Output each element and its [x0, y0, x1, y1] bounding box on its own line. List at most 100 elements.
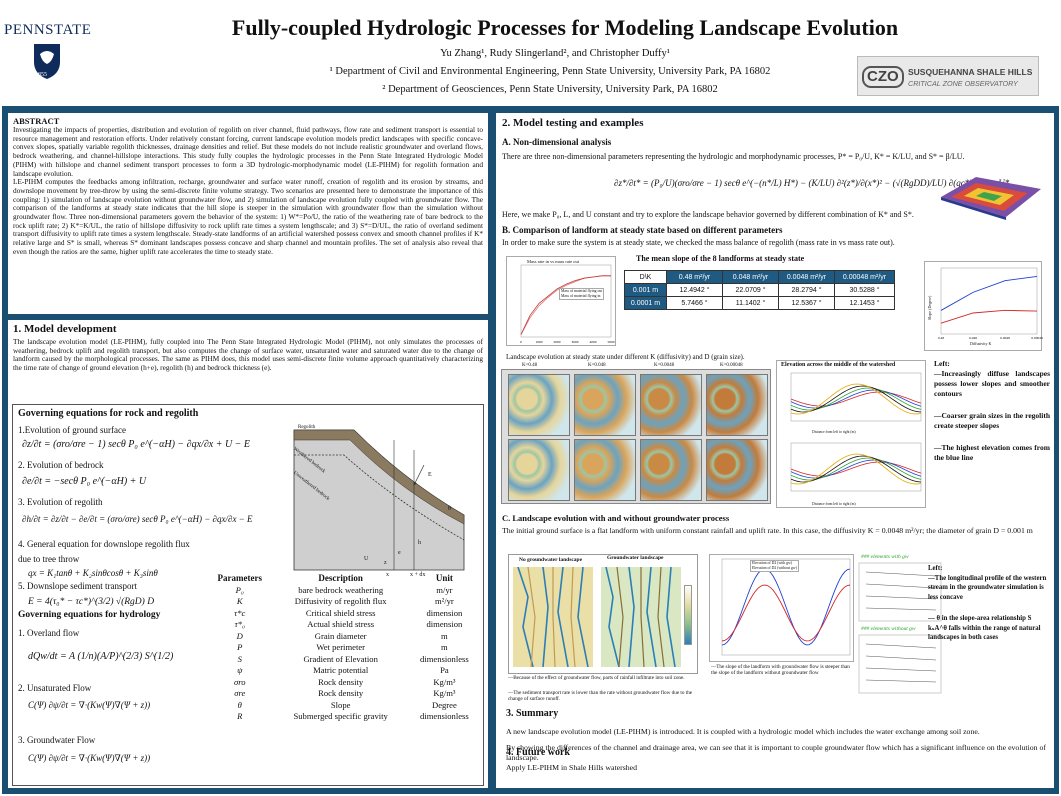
- elevation-profile-line: [790, 455, 922, 483]
- parameter-unit: dimensionless: [420, 653, 469, 664]
- profile-plot-with-gw: [858, 562, 942, 622]
- left-notes-1: Left: —Increasingly diffuse landscapes p…: [934, 359, 1050, 463]
- no-groundwater-label: No groundwater landscape: [519, 557, 583, 563]
- parameter-row: R Submerged specific gravity dimensionless: [206, 711, 481, 723]
- elevation-profile-line: [790, 383, 922, 415]
- parameter-row: τ*₀ Actual shield stress dimension: [206, 619, 481, 631]
- gw-elevation-plot: [721, 558, 851, 656]
- parameter-symbol: P₀: [235, 584, 244, 595]
- h3-groundwater: C(Ψ) ∂ψ/∂t = ∇·(Kw(Ψ)∇(Ψ + z)): [28, 753, 151, 763]
- parameter-row: P₀ bare bedrock weathering m/yr: [206, 585, 481, 597]
- mass-plot-frame: [520, 264, 612, 338]
- elevation-chart-plot: [790, 372, 922, 492]
- slope-row-label-1: 0.0001 m: [624, 296, 667, 310]
- eq5-sediment: E = 4(τ₀* − τc*)^(3/2) √(RgD) D: [28, 597, 155, 607]
- map-column-label: K=0.048: [588, 363, 606, 368]
- summary-paragraph-1: A new landscape evolution model (LE-PIHM…: [506, 727, 980, 736]
- elevation-profile-line: [790, 391, 922, 407]
- slope-table-header: D\K 0.48 m²/yr 0.048 m²/yr 0.0048 m²/yr …: [624, 270, 895, 284]
- elevation-profile-chart: Elevation across the middle of the water…: [776, 360, 926, 508]
- diagram-label-regolith: Regolith: [298, 425, 316, 430]
- slope-cell: 12.4942 °: [666, 283, 723, 297]
- mass-chart-title: Mass rate in vs mass rate out: [527, 259, 579, 264]
- parameter-row: θ Slope Degree: [206, 700, 481, 712]
- parameter-row: σro Rock density Kg/m³: [206, 677, 481, 689]
- eq1-title: 1.Evolution of ground surface: [18, 425, 126, 435]
- parameter-unit: Kg/m³: [433, 688, 456, 698]
- slope-col-1: 0.048 m²/yr: [722, 270, 779, 284]
- parameter-description: Actual shield stress: [307, 619, 375, 629]
- eq3-regolith: ∂h/∂t = ∂z/∂t − ∂e/∂t = (σro/σre) secθ P…: [22, 514, 253, 524]
- gw-plot-frame: [721, 558, 851, 656]
- parameters-col-header: Parameters: [217, 573, 262, 583]
- future-work-heading: 4. Future work: [506, 747, 570, 758]
- parameter-symbol: σre: [234, 688, 246, 698]
- poster-title: Fully-coupled Hydrologic Processes for M…: [231, 15, 899, 40]
- eq4-subtitle: due to tree throw: [18, 554, 80, 564]
- elevation-profile-line: [790, 387, 922, 411]
- parameter-symbol: τ*c: [234, 607, 246, 618]
- elevation-panel-frame: [790, 442, 922, 492]
- mass-x-tick: 2000: [554, 340, 561, 344]
- elevation-xlabel-2: Distance from left to right (m): [812, 502, 856, 506]
- parameter-unit: dimensionless: [420, 711, 469, 721]
- diagram-label-h: h: [418, 540, 421, 546]
- parameter-symbol: D: [236, 630, 243, 641]
- mass-x-tick: 5000: [608, 340, 615, 344]
- model-development-text: The landscape evolution model (LE-PIHM),…: [13, 337, 483, 373]
- diagram-label-e-arrow: E: [428, 472, 432, 478]
- mass-legend-in: Mass of material flying in: [561, 294, 601, 298]
- parameter-unit: m: [441, 630, 448, 641]
- slope-cell: 28.2794 °: [778, 283, 835, 297]
- parameter-unit: Degree: [431, 699, 457, 710]
- slope-plot-frame: [940, 267, 1038, 335]
- eq2-title: 2. Evolution of bedrock: [18, 460, 104, 470]
- elevation-panel-frame: [790, 372, 922, 422]
- elevation-xlabel: Distance from left to right (m): [812, 430, 856, 434]
- authors: Yu Zhang¹, Rudy Slingerland², and Christ…: [440, 48, 670, 59]
- longitudinal-profiles: ### elements with gw ### elements withou…: [858, 554, 942, 694]
- parameter-description: Wet perimeter: [316, 642, 366, 652]
- parameter-description: Gradient of Elevation: [303, 653, 378, 664]
- czo-line-1: SUSQUEHANNA SHALE HILLS: [908, 67, 1033, 77]
- slope-chart-xlabel: Diffusivity K: [970, 341, 992, 346]
- elevation-profile-line: [790, 461, 922, 477]
- slope-series-line: [940, 309, 1038, 324]
- mass-x-tick: 0: [520, 340, 522, 344]
- h1-title: 1. Overland flow: [18, 628, 80, 638]
- future-work-text: Apply LE-PIHM in Shale Hills watershed: [506, 763, 638, 772]
- diagram-label-theta: θ: [448, 506, 451, 512]
- description-col-header: Description: [318, 573, 363, 583]
- map-column-label: K=0.00048: [720, 363, 743, 368]
- parameter-symbol: S: [237, 653, 242, 664]
- parameters-table: Parameters Description Unit P₀ bare bedro…: [206, 573, 481, 723]
- unit-col-header: Unit: [435, 573, 453, 583]
- map-column-label: K=0.48: [522, 363, 538, 368]
- elevation-profile-line: [790, 453, 922, 485]
- section-c-heading: C. Landscape evolution with and without …: [502, 513, 730, 523]
- eq4-title: 4. General equation for downslope regoli…: [18, 539, 190, 549]
- eq4-flux: qx = K₁tanθ + K₂sinθcosθ + K₃sinθ: [28, 568, 158, 578]
- left-note-diffuse: —Increasingly diffuse landscapes possess…: [934, 369, 1050, 398]
- section-a-text: There are three non-dimensional paramete…: [502, 152, 965, 161]
- landscape-map-grid: K=0.48 K=0.048 K=0.0048 K=0.00048: [501, 363, 771, 504]
- mass-balance-chart: Mass rate in vs mass rate out 0 1000 2000 3…: [506, 256, 616, 346]
- rock-regolith-heading: Governing equations for rock and regolit…: [18, 408, 199, 419]
- parameter-symbol: P: [237, 642, 243, 652]
- parameters-table-body: P₀ bare bedrock weathering m/yr K Diffusivit…: [206, 585, 481, 723]
- parameter-unit: dimension: [426, 619, 463, 629]
- hydrology-heading: Governing equations for hydrology: [18, 610, 161, 620]
- color-legend: [684, 585, 692, 645]
- landscape-map: [574, 374, 636, 436]
- parameter-description: Matric potential: [313, 665, 369, 675]
- equations-box: [12, 404, 484, 786]
- parameter-symbol: R: [237, 711, 243, 721]
- mass-legend-out: Mass of material flying out: [561, 289, 603, 293]
- mass-x-tick: 4000: [590, 340, 597, 344]
- parameter-unit: m/yr: [436, 584, 453, 595]
- slope-table-title: The mean slope of the 8 landforms at ste…: [636, 254, 805, 263]
- mass-x-tick: 3000: [572, 340, 579, 344]
- c-caption-3: —The slope of the landform with groundwa…: [711, 664, 850, 677]
- gw-elevation-chart: Elevation of D2 (with gw) Elevation of D…: [709, 554, 854, 662]
